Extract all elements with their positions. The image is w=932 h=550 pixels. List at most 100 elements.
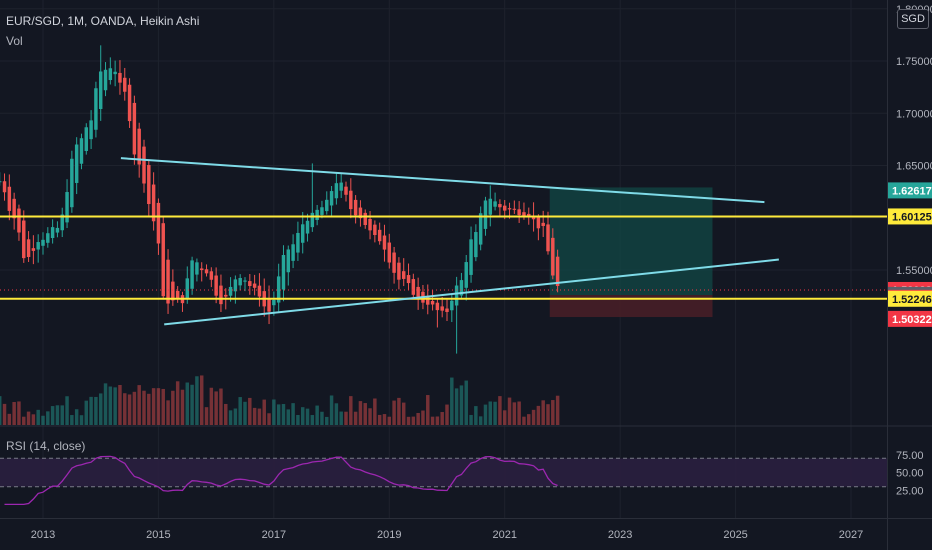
- candle-body: [305, 220, 310, 234]
- volume-bar: [79, 415, 84, 425]
- volume-bar: [387, 416, 392, 425]
- price-badge: [888, 208, 932, 225]
- candle-body: [147, 165, 151, 205]
- candle-body: [233, 279, 238, 292]
- candle-body: [401, 271, 406, 279]
- candle-body: [0, 181, 2, 183]
- volume-bar: [89, 396, 93, 425]
- currency-badge[interactable]: SGD: [897, 9, 929, 29]
- volume-bar: [300, 407, 305, 425]
- volume-bar: [329, 395, 334, 425]
- candle-body: [300, 224, 305, 243]
- candle-body: [199, 268, 204, 271]
- volume-bar: [363, 403, 367, 425]
- volume-bar: [397, 397, 401, 425]
- volume-bar: [320, 411, 324, 425]
- rsi-band: [0, 458, 887, 487]
- candle-body: [551, 237, 555, 276]
- candle-body: [296, 232, 300, 253]
- volume-bar: [368, 408, 372, 425]
- candle-body: [435, 302, 440, 311]
- candle-body: [339, 182, 343, 191]
- volume-legend[interactable]: Vol: [6, 34, 23, 48]
- candle-body: [185, 278, 190, 300]
- volume-bar: [50, 406, 55, 425]
- volume-bar: [469, 414, 473, 425]
- candle-body: [219, 285, 223, 305]
- candle-body: [373, 224, 377, 236]
- volume-bar: [440, 412, 444, 425]
- price-badge: [888, 310, 932, 327]
- candle-body: [7, 186, 12, 211]
- volume-bar: [286, 409, 291, 425]
- volume-bar: [541, 400, 545, 425]
- candle-body: [329, 191, 334, 206]
- volume-bar: [84, 400, 89, 425]
- candle-body: [363, 212, 367, 226]
- volume-bar: [291, 403, 295, 425]
- rsi-legend[interactable]: RSI (14, close): [6, 439, 86, 453]
- volume-bar: [406, 416, 411, 425]
- candle-body: [103, 69, 108, 91]
- candle-body: [224, 294, 228, 297]
- candle-body: [430, 300, 435, 305]
- volume-bar: [502, 410, 507, 425]
- candle-body: [483, 200, 488, 229]
- volume-bar: [430, 416, 435, 425]
- candle-body: [257, 285, 262, 297]
- candle-body: [41, 239, 45, 246]
- volume-bar: [551, 400, 555, 425]
- volume-bar: [474, 406, 478, 425]
- rsi-tick-label: 50.00: [896, 468, 924, 480]
- volume-bar: [459, 385, 464, 425]
- symbol-legend[interactable]: EUR/SGD, 1M, OANDA, Heikin Ashi: [6, 14, 200, 28]
- volume-bar: [454, 388, 459, 425]
- volume-bar: [517, 401, 521, 425]
- candle-body: [272, 299, 276, 306]
- candle-body: [320, 207, 324, 215]
- candle-body: [358, 207, 363, 219]
- trendline: [164, 258, 779, 326]
- volume-bar: [392, 400, 396, 425]
- volume-bar: [493, 401, 497, 425]
- volume-bar: [238, 397, 242, 425]
- candle-body: [286, 249, 291, 273]
- candle-body: [2, 181, 7, 193]
- volume-bar: [267, 413, 271, 425]
- volume-bar: [435, 416, 440, 425]
- volume-bar: [166, 400, 170, 425]
- candle-body: [334, 183, 339, 199]
- candle-body: [248, 281, 252, 287]
- candle-body: [50, 227, 55, 239]
- price-tick-label: 1.55000: [896, 265, 932, 277]
- volume-bar: [325, 416, 329, 425]
- volume-bar: [209, 387, 214, 425]
- candle-body: [209, 271, 214, 280]
- position-profit-zone: [549, 187, 713, 296]
- candle-body: [344, 186, 348, 195]
- price-badge-text: 1.62617: [892, 185, 932, 197]
- candle-body: [156, 202, 161, 244]
- price-tick-label: 1.65000: [896, 161, 932, 173]
- volume-bar: [36, 409, 40, 425]
- volume-bar: [41, 415, 45, 425]
- volume-bar: [0, 396, 2, 425]
- time-tick-label: 2015: [146, 529, 170, 541]
- candle-body: [281, 254, 286, 290]
- volume-bar: [536, 405, 541, 425]
- time-tick-label: 2027: [839, 529, 863, 541]
- volume-bar: [262, 399, 266, 425]
- candle-body: [411, 279, 416, 295]
- candle-body: [228, 286, 233, 296]
- volume-bar: [31, 414, 36, 425]
- volume-bar: [377, 414, 382, 425]
- candle-body: [493, 201, 497, 207]
- volume-bar: [108, 386, 113, 425]
- volume-bar: [507, 397, 512, 425]
- volume-bar: [281, 404, 286, 425]
- volume-bar: [421, 410, 425, 425]
- candle-body: [60, 214, 64, 231]
- volume-bar: [344, 411, 348, 425]
